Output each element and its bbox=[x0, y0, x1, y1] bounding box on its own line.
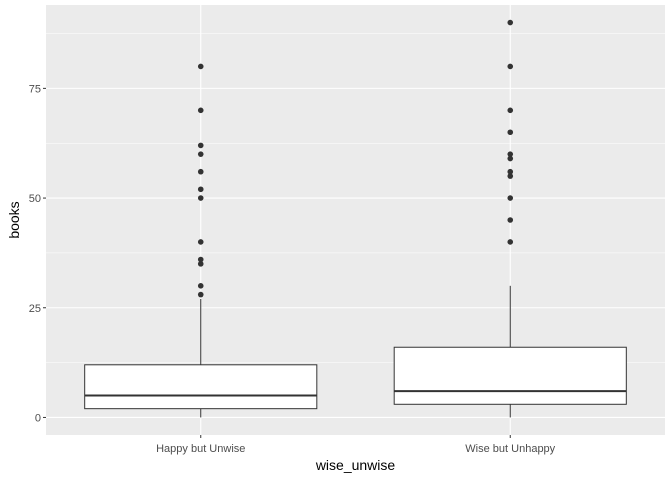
y-tick-label: 25 bbox=[29, 303, 41, 315]
y-axis-ticks: 0 25 50 75 bbox=[29, 83, 46, 424]
box-group bbox=[393, 19, 627, 418]
outlier-point bbox=[507, 63, 514, 70]
outlier-point bbox=[197, 256, 204, 263]
x-axis-ticks: Happy but Unwise Wise but Unhappy bbox=[156, 435, 556, 455]
outlier-point bbox=[197, 283, 204, 289]
iqr-box bbox=[84, 364, 318, 410]
outlier-point bbox=[507, 173, 514, 179]
outlier-point bbox=[197, 63, 204, 70]
outlier-point bbox=[507, 151, 514, 157]
outlier-point bbox=[197, 261, 204, 267]
box-group bbox=[84, 63, 318, 418]
outlier-point bbox=[197, 142, 204, 149]
outlier-point bbox=[197, 151, 204, 157]
outlier-point bbox=[197, 239, 204, 245]
x-axis-title: wise_unwise bbox=[315, 457, 396, 473]
outlier-point bbox=[507, 107, 514, 114]
outlier-point bbox=[507, 155, 514, 162]
boxes-layer bbox=[84, 19, 627, 418]
y-tick-label: 0 bbox=[35, 412, 41, 424]
outlier-point bbox=[507, 19, 514, 26]
outlier-point bbox=[507, 217, 514, 223]
y-axis-title: books bbox=[6, 201, 22, 238]
y-tick-label: 75 bbox=[29, 83, 41, 95]
outlier-point bbox=[507, 168, 514, 175]
x-tick-label: Wise but Unhappy bbox=[465, 443, 555, 455]
outlier-point bbox=[197, 168, 204, 175]
outlier-point bbox=[197, 291, 204, 298]
y-tick-label: 50 bbox=[29, 193, 41, 205]
outlier-point bbox=[197, 195, 204, 201]
outlier-point bbox=[507, 239, 514, 245]
iqr-box bbox=[393, 346, 627, 405]
x-tick-label: Happy but Unwise bbox=[156, 443, 245, 455]
outlier-point bbox=[507, 195, 514, 201]
outlier-point bbox=[507, 129, 514, 136]
outlier-point bbox=[197, 186, 204, 193]
outlier-point bbox=[197, 107, 204, 114]
